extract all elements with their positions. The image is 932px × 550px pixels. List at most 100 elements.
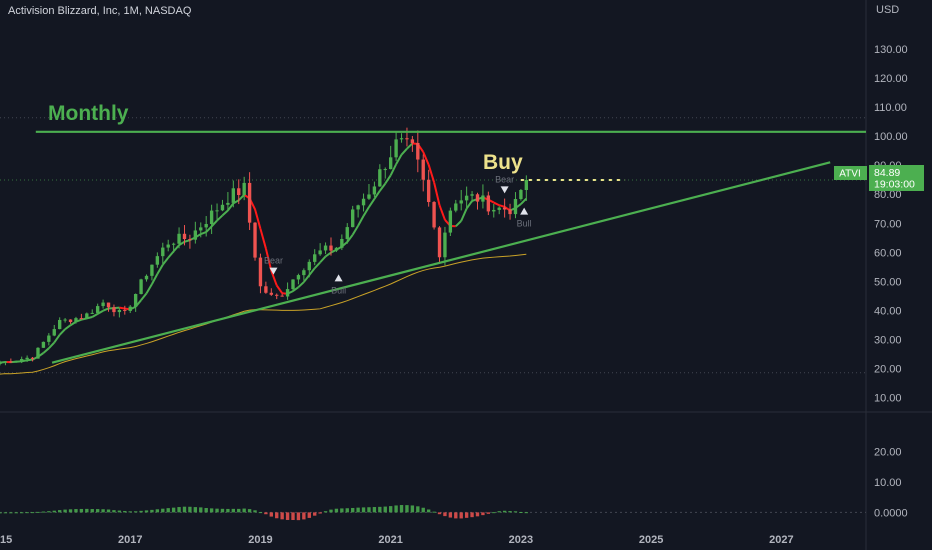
candle xyxy=(426,169,431,207)
candle xyxy=(318,243,322,256)
candle xyxy=(329,237,333,256)
fast-ma-segment xyxy=(438,204,446,221)
fast-ma-segment xyxy=(69,320,77,327)
candle xyxy=(123,305,127,315)
bull-signal: Bull xyxy=(517,207,532,229)
fast-ma-segment xyxy=(406,142,414,150)
candle xyxy=(85,312,89,319)
candle-body xyxy=(285,289,290,297)
bull-arrow-icon xyxy=(520,207,529,215)
candle xyxy=(3,361,8,366)
fast-ma-segment xyxy=(362,206,370,217)
candle xyxy=(9,358,13,364)
time-tick-label: 2019 xyxy=(248,534,272,546)
oscillator-bar xyxy=(63,509,67,513)
candle xyxy=(237,179,241,205)
candle-body xyxy=(25,357,29,359)
oscillator-bar xyxy=(502,510,507,513)
oscillator-bar xyxy=(155,509,160,513)
oscillator-bar xyxy=(307,512,311,518)
oscillator-bar xyxy=(508,511,512,513)
candle xyxy=(74,316,78,324)
price-tick-label: 30.00 xyxy=(874,334,902,346)
oscillator-bar xyxy=(437,512,442,515)
candle xyxy=(437,226,442,264)
candle xyxy=(264,281,268,294)
candle xyxy=(464,186,469,209)
fast-ma-segment xyxy=(351,225,359,236)
candle-body xyxy=(421,159,425,180)
oscillator-bar xyxy=(291,512,295,521)
fast-ma-segment xyxy=(91,312,99,318)
candle-body xyxy=(68,319,73,323)
oscillator-bar xyxy=(481,512,485,516)
fast-ma-segment xyxy=(167,250,175,259)
oscillator-bar xyxy=(47,511,51,513)
oscillator-tick-label: 10.00 xyxy=(874,477,902,489)
fast-ma-segment xyxy=(270,270,278,286)
candle xyxy=(421,154,425,192)
signal-markers: Bear Bull Bear Bull xyxy=(264,174,532,295)
time-tick-label: 2015 xyxy=(0,534,12,546)
price-tick-label: 80.00 xyxy=(874,189,902,201)
candle-body xyxy=(475,194,480,202)
candle xyxy=(171,242,176,253)
candle-body xyxy=(237,188,241,196)
oscillator-bar xyxy=(285,512,290,520)
candle-body xyxy=(253,222,257,258)
candle-body xyxy=(188,239,192,241)
candle-body xyxy=(378,169,382,187)
candle xyxy=(291,279,295,292)
fast-ma-segment xyxy=(400,147,408,156)
price-tick-label: 120.00 xyxy=(874,73,908,85)
oscillator-bar xyxy=(432,511,436,513)
candle-body xyxy=(329,245,333,251)
oscillator-bar xyxy=(519,511,523,513)
candle xyxy=(117,307,122,318)
candle-body xyxy=(367,194,371,199)
oscillator-bar xyxy=(318,512,322,514)
candle xyxy=(302,268,306,281)
candle-body xyxy=(30,357,35,359)
candle-body xyxy=(117,309,122,313)
candle xyxy=(199,222,203,238)
oscillator-bar xyxy=(296,512,301,521)
candle xyxy=(253,222,257,261)
fast-ma-segment xyxy=(161,257,169,266)
candle-body xyxy=(106,302,111,308)
oscillator-bar xyxy=(85,508,89,513)
candle-body xyxy=(448,210,453,233)
time-tick-label: 2017 xyxy=(118,534,142,546)
candle xyxy=(502,198,507,218)
candle xyxy=(497,206,501,215)
candle-body xyxy=(459,200,463,204)
price-tick-label: 10.00 xyxy=(874,392,902,404)
fast-ma-segment xyxy=(27,358,33,362)
candle-body xyxy=(47,335,51,342)
oscillator-bar xyxy=(454,512,458,519)
candle-body xyxy=(41,341,46,348)
oscillator-bar xyxy=(215,508,219,513)
fast-ma-segment xyxy=(379,182,387,192)
candle-body xyxy=(90,312,94,314)
candle xyxy=(58,317,62,330)
oscillator-bar xyxy=(492,512,496,514)
candle xyxy=(79,313,84,320)
bear-arrow-icon xyxy=(269,267,278,275)
oscillator-bar xyxy=(52,510,56,513)
fast-ma-segment xyxy=(433,182,441,206)
oscillator-bar xyxy=(101,509,105,513)
oscillator-bar xyxy=(513,511,518,513)
candle-body xyxy=(226,202,230,205)
fast-ma-segment xyxy=(264,248,273,272)
slow-ma-line xyxy=(0,253,527,375)
fast-ma-segment xyxy=(48,341,55,350)
candle-body xyxy=(209,210,214,225)
candle-body xyxy=(231,188,236,203)
time-axis: 2015 2017 2019 2021 2023 2025 2027 xyxy=(0,534,794,546)
candle-body xyxy=(388,157,393,170)
price-tag[interactable]: ATVI 84.89 19:03:00 xyxy=(834,165,924,191)
fast-ma-segment xyxy=(346,234,354,243)
fast-ma-segment xyxy=(172,244,180,252)
